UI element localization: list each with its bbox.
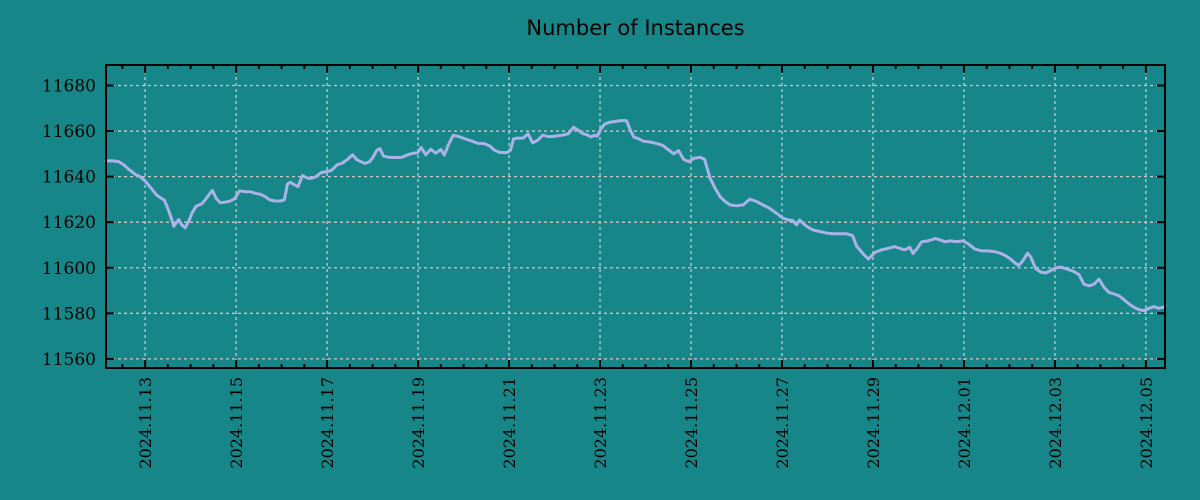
y-tick-label: 11660 (42, 122, 96, 142)
x-tick-label: 2024.11.25 (682, 377, 701, 469)
x-tick-label: 2024.11.19 (409, 377, 428, 469)
x-tick-label: 2024.11.13 (136, 377, 155, 469)
x-tick-label: 2024.11.23 (591, 377, 610, 469)
y-tick-label: 11600 (42, 259, 96, 279)
y-tick-label: 11640 (42, 168, 96, 188)
y-tick-label: 11580 (42, 304, 96, 324)
y-tick-label: 11560 (42, 350, 96, 370)
y-tick-label: 11620 (42, 213, 96, 233)
x-tick-label: 2024.12.01 (955, 377, 974, 469)
y-tick-label: 11680 (42, 77, 96, 97)
data-line-instances (104, 119, 1167, 313)
x-tick-label: 2024.12.05 (1137, 377, 1156, 469)
x-tick-label: 2024.11.29 (864, 377, 883, 469)
plot-frame (105, 64, 1166, 369)
x-tick-label: 2024.12.03 (1046, 377, 1065, 469)
chart-title: Number of Instances (526, 16, 745, 40)
x-tick-label: 2024.11.27 (773, 377, 792, 469)
x-tick-label: 2024.11.21 (500, 377, 519, 469)
x-tick-label: 2024.11.17 (318, 377, 337, 469)
x-tick-label: 2024.11.15 (227, 377, 246, 469)
